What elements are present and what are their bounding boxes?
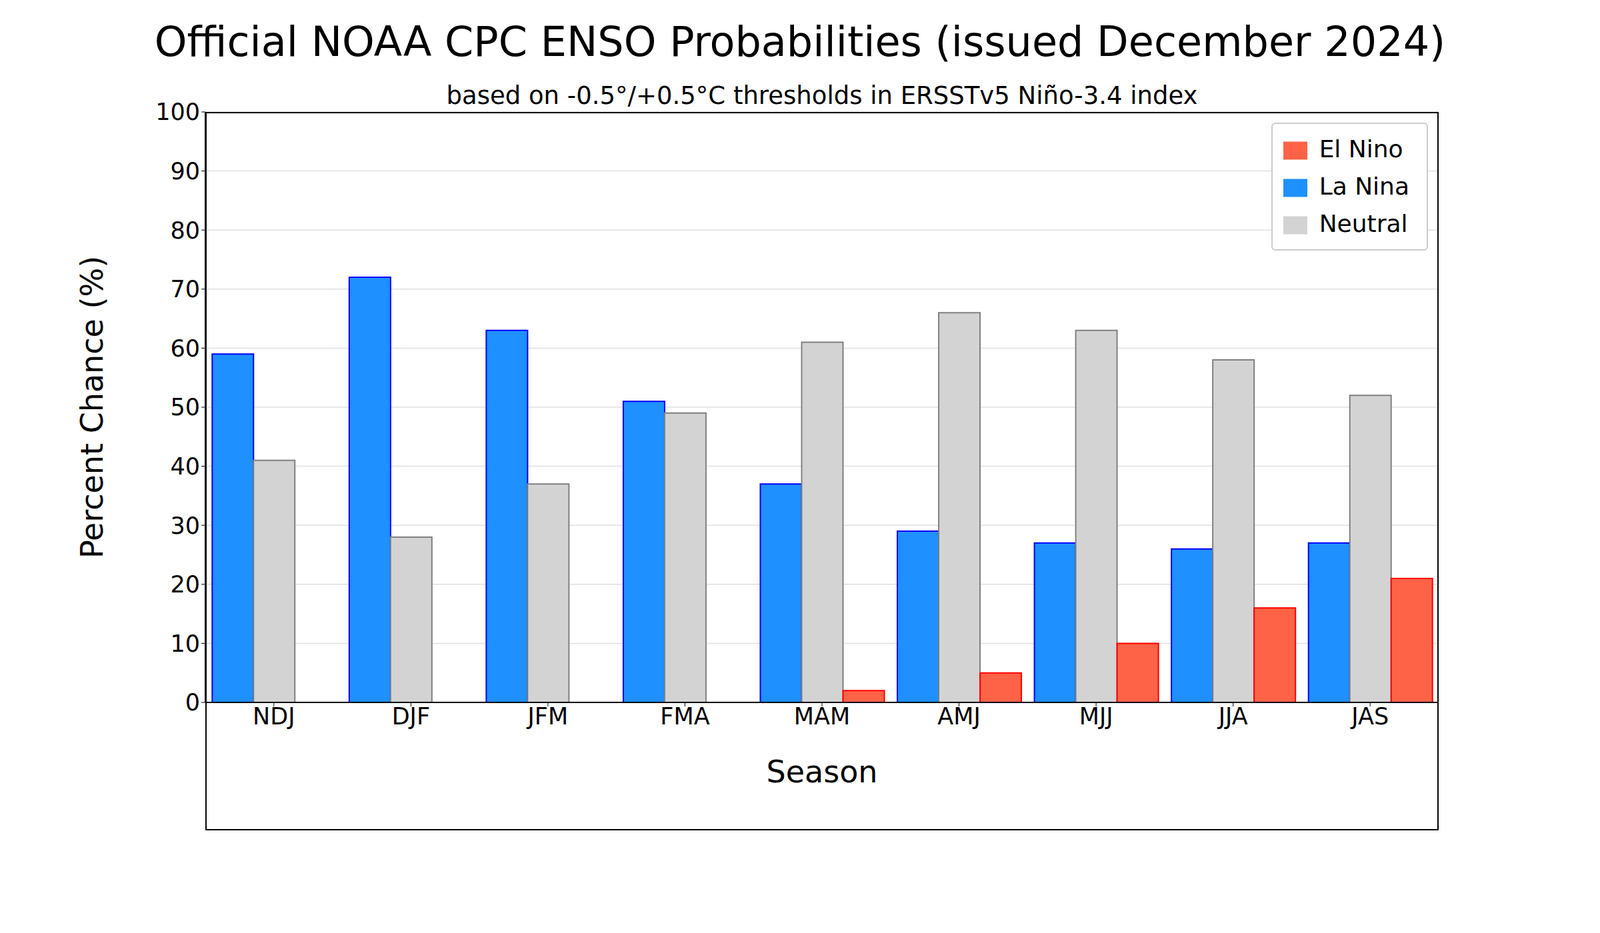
svg-text:40: 40 <box>170 453 200 480</box>
svg-text:50: 50 <box>170 394 200 421</box>
svg-text:80: 80 <box>170 217 200 244</box>
svg-text:60: 60 <box>170 335 200 362</box>
svg-text:NDJ: NDJ <box>252 703 295 730</box>
svg-text:MAM: MAM <box>794 703 850 730</box>
svg-text:0: 0 <box>185 689 200 716</box>
html-text:El Nino: El Nino <box>1319 135 1404 163</box>
svg-text:70: 70 <box>170 276 200 303</box>
svg-text:DJF: DJF <box>392 703 430 730</box>
svg-text:JAS: JAS <box>1350 703 1389 730</box>
svg-text:30: 30 <box>170 512 200 540</box>
svg-text:FMA: FMA <box>660 703 710 730</box>
html-text:Neutral: Neutral <box>1319 210 1408 238</box>
html-text:Official NOAA CPC ENSO Probabi: Official NOAA CPC ENSO Probabilities (is… <box>154 17 1446 66</box>
svg-text:MJJ: MJJ <box>1079 703 1114 730</box>
svg-text:20: 20 <box>170 571 200 598</box>
svg-text:JFM: JFM <box>526 703 569 730</box>
svg-text:10: 10 <box>170 630 200 658</box>
svg-text:90: 90 <box>170 158 200 185</box>
html-text:based on -0.5°/+0.5°C threshol: based on -0.5°/+0.5°C thresholds in ERSS… <box>446 81 1198 110</box>
svg-text:JJA: JJA <box>1217 703 1248 730</box>
svg-text:Percent Chance (%): Percent Chance (%) <box>74 256 110 559</box>
svg-text:Season: Season <box>766 754 878 790</box>
html-text:La Nina: La Nina <box>1319 172 1410 200</box>
svg-text:AMJ: AMJ <box>937 703 980 730</box>
svg-text:100: 100 <box>155 98 200 126</box>
